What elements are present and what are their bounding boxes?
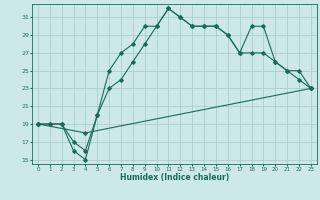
X-axis label: Humidex (Indice chaleur): Humidex (Indice chaleur) (120, 173, 229, 182)
